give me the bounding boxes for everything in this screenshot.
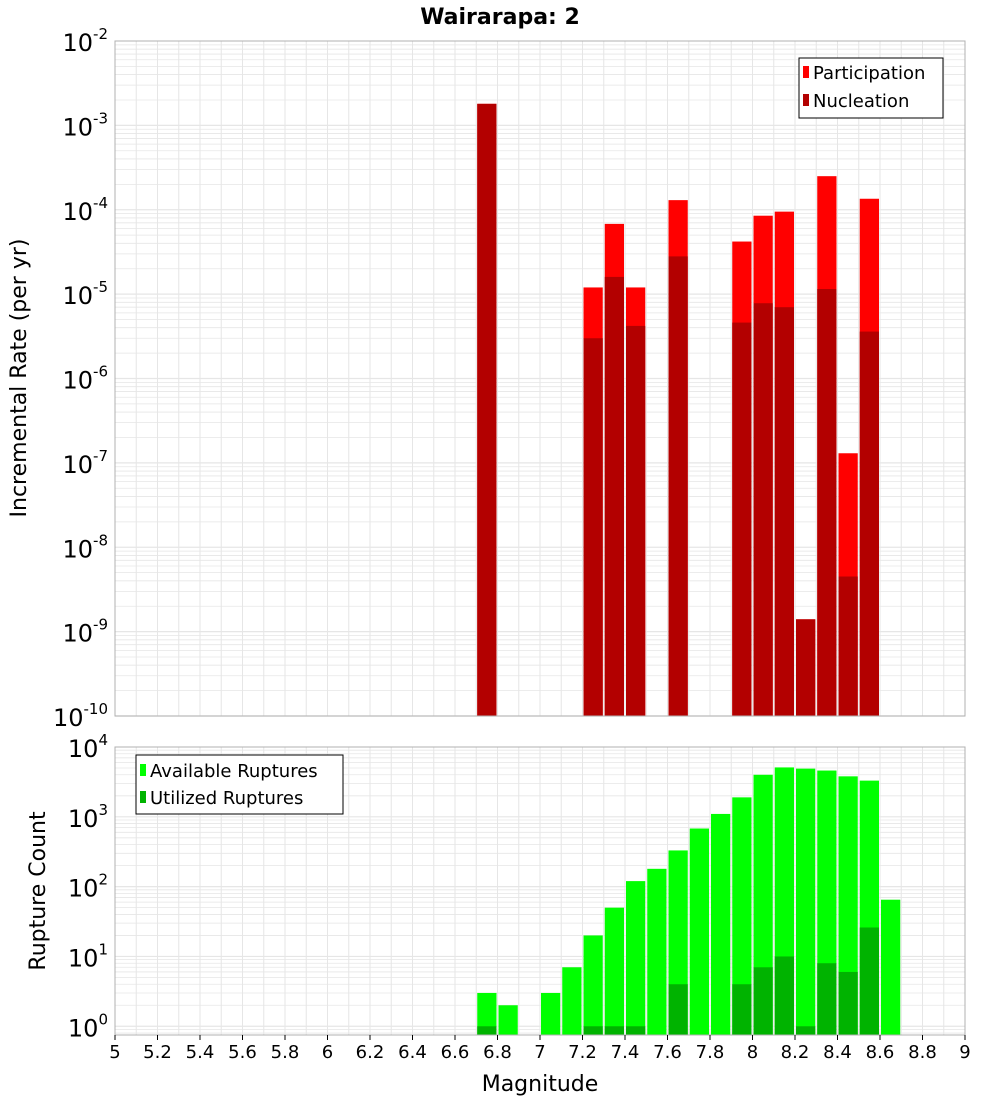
- utilized-ruptures-bar: [838, 971, 858, 1035]
- nucleation-bar: [796, 619, 816, 716]
- utilized-ruptures-bar: [477, 1026, 497, 1035]
- x-tick-label: 5.8: [271, 1042, 300, 1063]
- x-tick-label: 5.2: [143, 1042, 172, 1063]
- rate-y-tick-label: 10-8: [62, 531, 108, 563]
- rate-bars: [477, 103, 879, 717]
- rate-y-tick-label: 10-9: [62, 616, 108, 648]
- utilized-ruptures-bar: [604, 1026, 624, 1035]
- x-tick-label: 8.2: [781, 1042, 810, 1063]
- available-ruptures-bar: [477, 992, 497, 1035]
- magnitude-x-ticks: 5 5.2 5.4 5.6 5.8 6 6.2 6.4 6.6 6.8 7 7.2 7.4 7.6 7.8 8…: [109, 1035, 971, 1063]
- count-panel: 104 103 102 101 100 5 5.2 5.4 5.6 5.8 6 6.2 6.4 6.6 6…: [26, 731, 971, 1097]
- x-axis-label: Magnitude: [482, 1072, 599, 1097]
- utilized-ruptures-bar: [796, 1026, 816, 1035]
- utilized-legend-swatch: [140, 791, 146, 803]
- nucleation-bar: [583, 338, 603, 716]
- x-tick-label: 9: [959, 1042, 970, 1063]
- available-ruptures-bar: [498, 1005, 518, 1035]
- x-tick-label: 6.6: [441, 1042, 470, 1063]
- available-ruptures-bar: [838, 776, 858, 1035]
- nucleation-bar: [753, 303, 773, 716]
- nucleation-bar: [732, 322, 752, 716]
- utilized-ruptures-bar: [668, 984, 688, 1035]
- utilized-ruptures-bar: [732, 984, 752, 1035]
- utilized-ruptures-bar: [583, 1026, 603, 1035]
- nucleation-bar: [604, 276, 624, 716]
- count-y-tick-label: 102: [68, 871, 108, 903]
- available-ruptures-bar: [711, 813, 731, 1035]
- participation-legend-label: Participation: [813, 63, 925, 84]
- x-tick-label: 7: [534, 1042, 545, 1063]
- available-legend-label: Available Ruptures: [150, 761, 318, 782]
- x-tick-label: 7.8: [696, 1042, 725, 1063]
- utilized-ruptures-bar: [817, 963, 837, 1035]
- rate-y-axis-label: Incremental Rate (per yr): [7, 239, 32, 518]
- rate-panel: 10-2 10-3 10-4 10-5 10-6 10-7 10-8 10-9 10-10 In…: [7, 25, 966, 732]
- count-legend-box: [135, 754, 344, 815]
- nucleation-bar: [477, 103, 497, 717]
- rate-y-tick-label: 10-4: [62, 194, 108, 226]
- x-tick-label: 5.4: [186, 1042, 215, 1063]
- nucleation-bar: [668, 256, 688, 716]
- count-y-tick-label: 104: [68, 731, 108, 763]
- nucleation-bar: [859, 331, 879, 716]
- utilized-legend-label: Utilized Ruptures: [150, 788, 303, 809]
- available-ruptures-bar: [604, 907, 624, 1035]
- count-y-tick-label: 100: [68, 1010, 108, 1042]
- available-ruptures-bar: [583, 935, 603, 1035]
- rate-y-tick-label: 10-6: [62, 363, 108, 395]
- count-legend: Available Ruptures Utilized Ruptures: [135, 754, 344, 815]
- x-tick-label: 8.8: [908, 1042, 937, 1063]
- utilized-ruptures-bar: [753, 967, 773, 1035]
- rate-y-tick-label: 10-5: [62, 278, 108, 310]
- x-tick-label: 8.6: [866, 1042, 895, 1063]
- available-ruptures-bar: [647, 868, 667, 1035]
- x-tick-label: 7.4: [611, 1042, 640, 1063]
- nucleation-bar: [838, 576, 858, 716]
- available-ruptures-bar: [562, 967, 582, 1035]
- rate-y-tick-label: 10-10: [53, 700, 108, 732]
- x-tick-label: 7.6: [653, 1042, 682, 1063]
- count-y-ticks: 104 103 102 101 100: [68, 731, 108, 1042]
- rate-gridlines: [114, 41, 966, 717]
- count-bars: [477, 767, 901, 1035]
- utilized-ruptures-bar: [626, 1026, 646, 1035]
- x-tick-label: 5.6: [228, 1042, 257, 1063]
- x-tick-label: 7.2: [568, 1042, 597, 1063]
- rate-y-ticks: 10-2 10-3 10-4 10-5 10-6 10-7 10-8 10-9 10-10: [53, 25, 108, 732]
- x-tick-label: 6.8: [483, 1042, 512, 1063]
- rate-legend-box: [798, 57, 944, 119]
- nucleation-bar: [817, 289, 837, 716]
- rate-legend: Participation Nucleation: [798, 57, 944, 119]
- nucleation-legend-label: Nucleation: [813, 91, 909, 112]
- x-tick-label: 8: [747, 1042, 758, 1063]
- available-legend-swatch: [140, 764, 146, 776]
- available-ruptures-bar: [689, 828, 709, 1035]
- available-ruptures-bar: [881, 899, 901, 1035]
- rate-y-tick-label: 10-3: [62, 109, 108, 141]
- nucleation-bar: [626, 325, 646, 716]
- available-ruptures-bar: [796, 768, 816, 1035]
- rate-plot-frame: [114, 40, 966, 717]
- x-tick-label: 6: [322, 1042, 333, 1063]
- count-y-tick-label: 103: [68, 801, 108, 833]
- available-ruptures-bar: [626, 881, 646, 1035]
- chart-title: Wairarapa: 2: [420, 5, 580, 30]
- participation-legend-swatch: [803, 66, 809, 78]
- count-y-axis-label: Rupture Count: [26, 811, 51, 971]
- available-ruptures-bar: [732, 797, 752, 1035]
- utilized-ruptures-bar: [774, 956, 794, 1035]
- x-tick-label: 5: [109, 1042, 120, 1063]
- nucleation-legend-swatch: [803, 94, 809, 106]
- x-tick-label: 6.4: [398, 1042, 427, 1063]
- utilized-ruptures-bar: [859, 927, 879, 1035]
- nucleation-bar: [774, 307, 794, 716]
- x-tick-label: 8.4: [823, 1042, 852, 1063]
- x-tick-label: 6.2: [356, 1042, 385, 1063]
- rate-y-tick-label: 10-2: [62, 25, 108, 57]
- available-ruptures-bar: [541, 992, 561, 1035]
- rate-y-tick-label: 10-7: [62, 447, 108, 479]
- count-y-tick-label: 101: [68, 940, 108, 972]
